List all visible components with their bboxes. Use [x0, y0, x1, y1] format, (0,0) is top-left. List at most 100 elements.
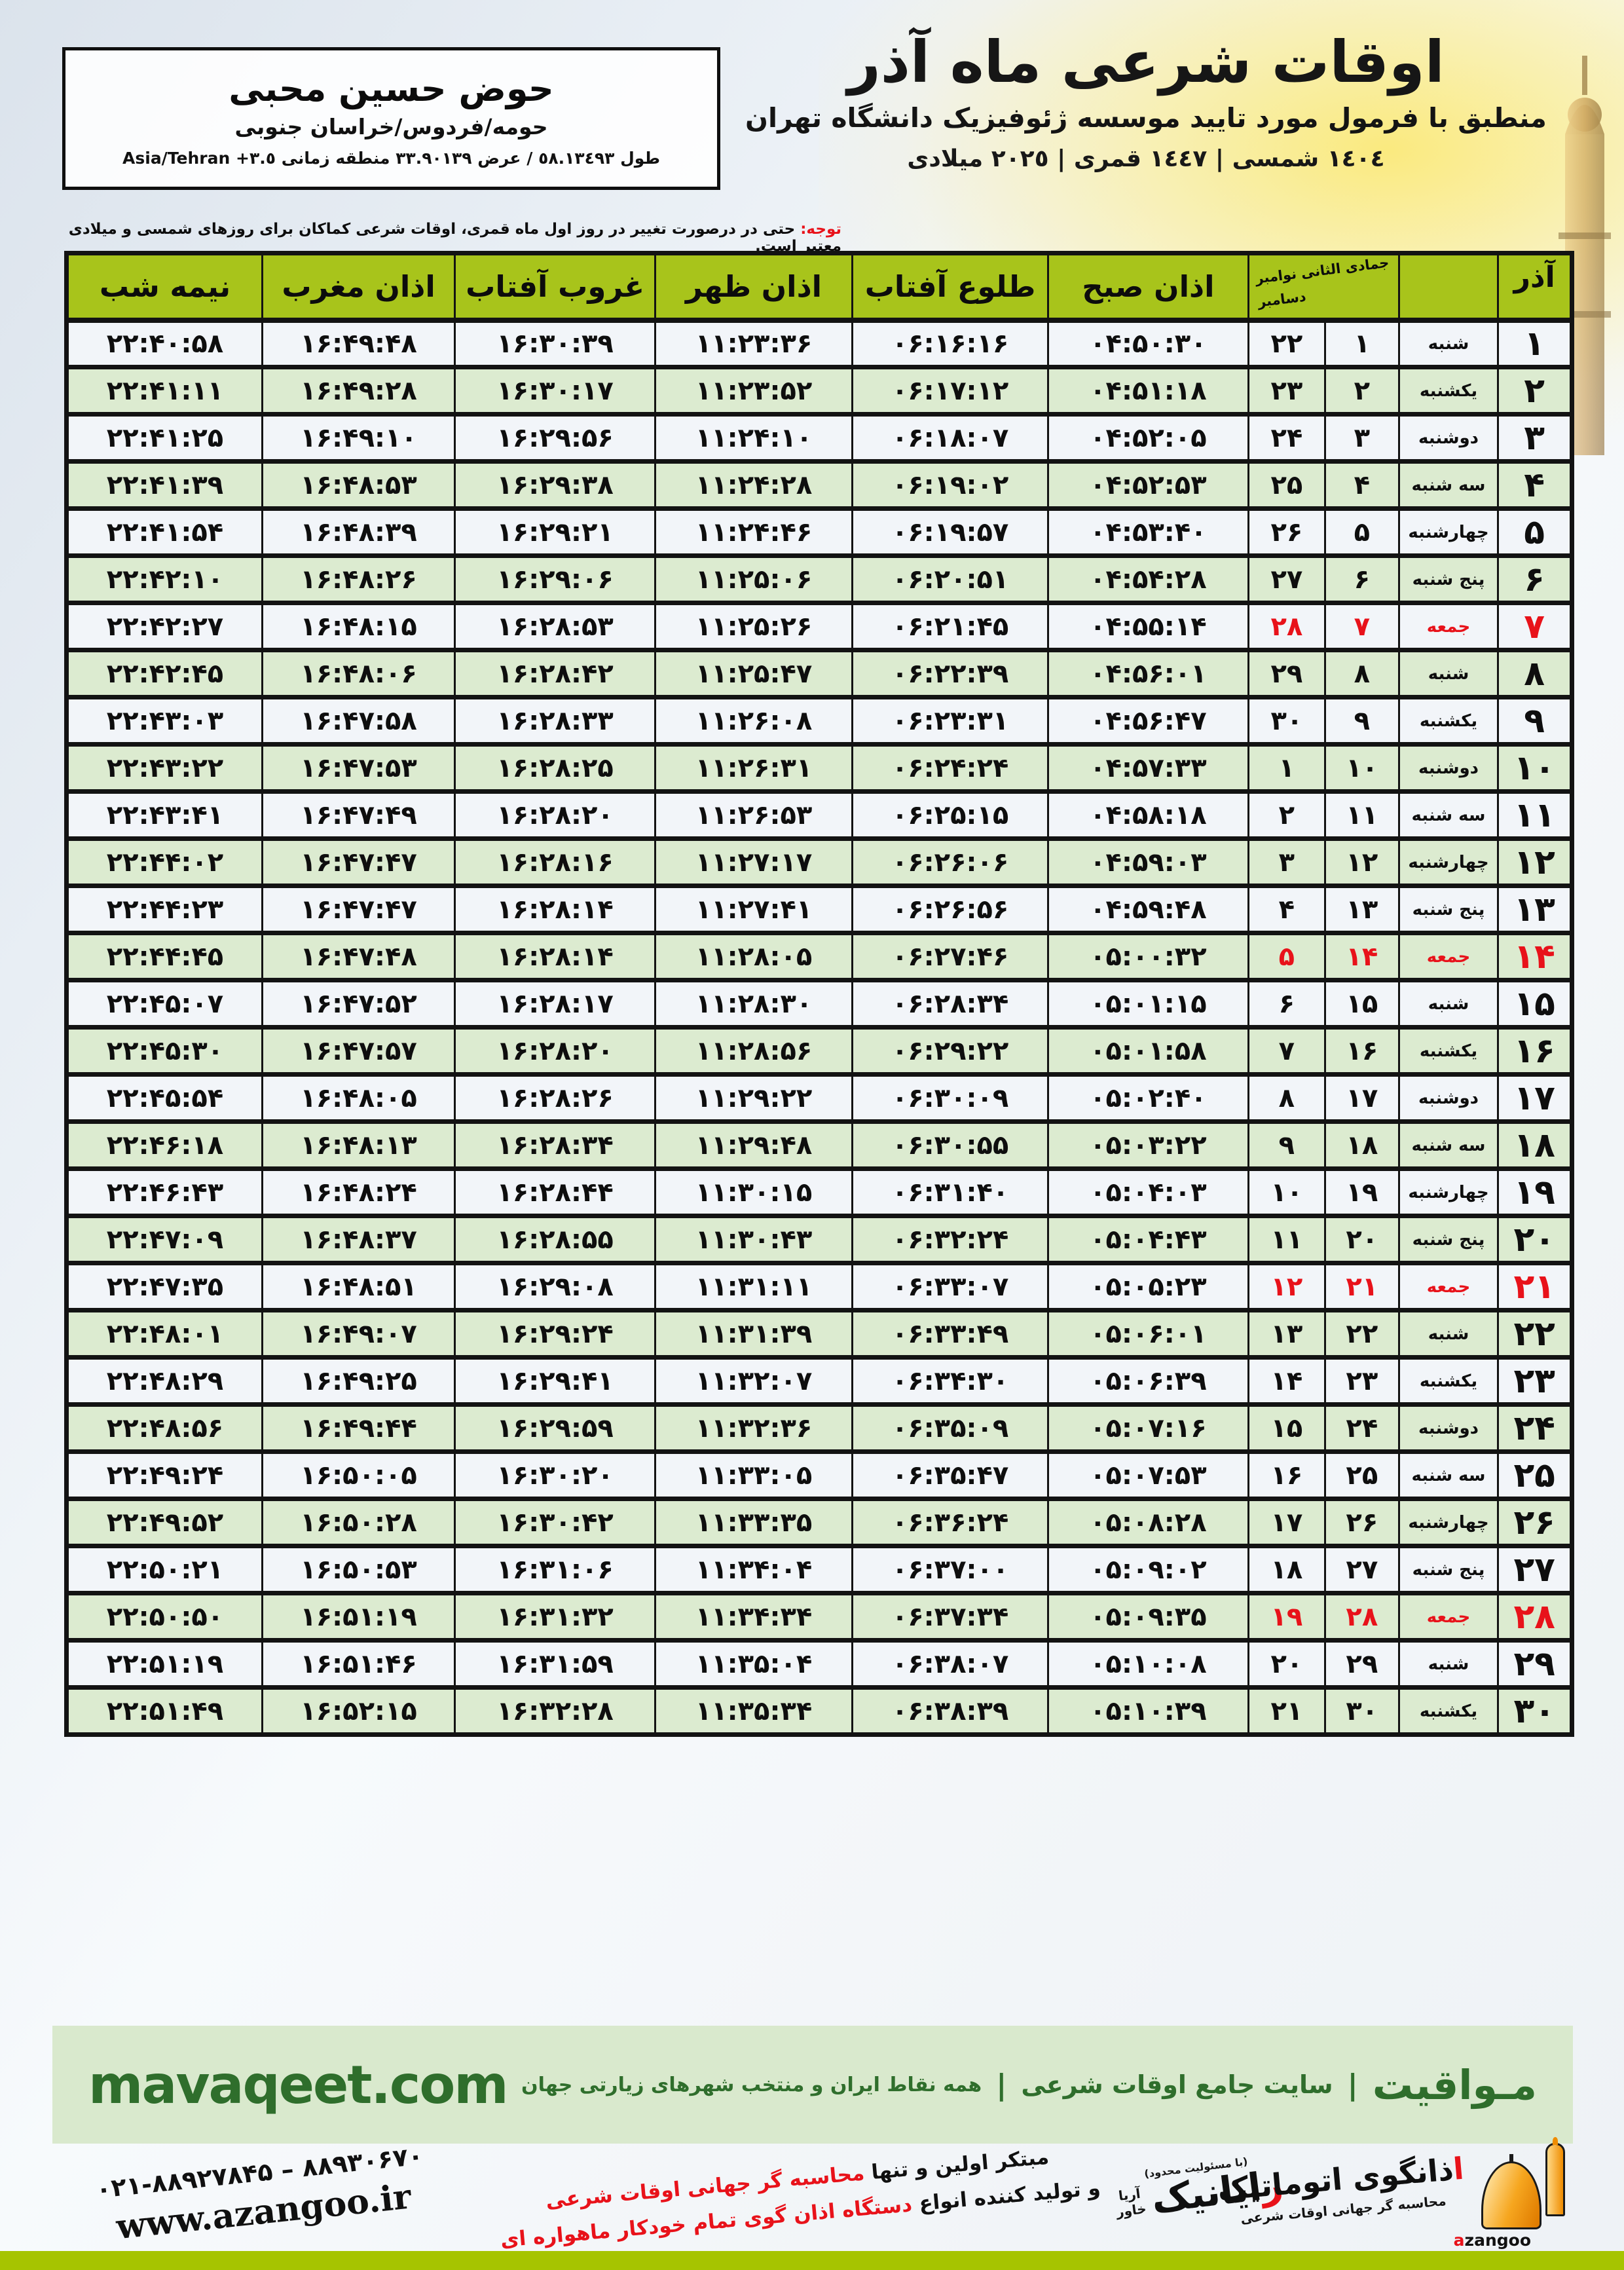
azar-day-cell: ۸	[1497, 649, 1573, 699]
lunar-day-cell: ۲۳	[1324, 1356, 1400, 1407]
prayer-times-table-wrap: آذر جمادی الثانی نوامبر دسامبر اذان صبح …	[64, 251, 1574, 1737]
sunrise-cell: ۰۶:۳۷:۳۴	[851, 1592, 1049, 1643]
azar-day-cell: ۱۳	[1497, 885, 1573, 935]
table-row: ۲۳ یکشنبه ۲۳ ۱۴ ۰۵:۰۶:۳۹ ۰۶:۳۴:۳۰ ۱۱:۳۲:۰۷ ۱۶:۲…	[65, 1356, 1573, 1407]
azan-sobh-cell: ۰۴:۵۵:۱۴	[1047, 602, 1249, 652]
gregorian-day-cell: ۲۶	[1247, 508, 1327, 558]
azan-zohr-cell: ۱۱:۲۹:۲۲	[654, 1073, 854, 1124]
azangoo-dome-icon: azangoo	[1454, 2137, 1565, 2250]
azar-day-cell: ۲۹	[1497, 1639, 1573, 1690]
sunset-cell: ۱۶:۲۸:۵۳	[454, 602, 656, 652]
azangoo-text-block: اذانگوی اتوماتیک محاسبه گر جهانی اوقات ش…	[1215, 2132, 1467, 2228]
gregorian-day-cell: ۱۴	[1247, 1356, 1327, 1407]
weekday-cell: شنبه	[1397, 1309, 1500, 1360]
sunset-cell: ۱۶:۳۰:۱۷	[454, 366, 656, 417]
sunset-cell: ۱۶:۲۸:۳۴	[454, 1121, 656, 1171]
midnight-cell: ۲۲:۵۰:۵۰	[65, 1592, 263, 1643]
midnight-cell: ۲۲:۴۵:۵۴	[65, 1073, 263, 1124]
gregorian-day-cell: ۱۲	[1247, 1262, 1327, 1312]
azan-sobh-cell: ۰۴:۵۸:۱۸	[1047, 791, 1249, 841]
midnight-cell: ۲۲:۴۲:۴۵	[65, 649, 263, 699]
azar-day-cell: ۲۷	[1497, 1545, 1573, 1595]
table-row: ۲۰ پنج شنبه ۲۰ ۱۱ ۰۵:۰۴:۴۳ ۰۶:۳۲:۲۴ ۱۱:۳۰:۴۳ ۱۶…	[65, 1215, 1573, 1265]
table-row: ۸ شنبه ۸ ۲۹ ۰۴:۵۶:۰۱ ۰۶:۲۲:۳۹ ۱۱:۲۵:۴۷ ۱۶:۲۸:۴۲…	[65, 649, 1573, 699]
midnight-cell: ۲۲:۵۰:۲۱	[65, 1545, 263, 1595]
weekday-cell: چهارشنبه	[1397, 508, 1500, 558]
azan-zohr-cell: ۱۱:۲۷:۴۱	[654, 885, 854, 935]
lunar-day-cell: ۱۰	[1324, 743, 1400, 794]
azan-sobh-cell: ۰۴:۵۶:۴۷	[1047, 696, 1249, 747]
lunar-day-cell: ۲۹	[1324, 1639, 1400, 1690]
azar-day-cell: ۱۱	[1497, 791, 1573, 841]
azar-day-cell: ۲۴	[1497, 1404, 1573, 1454]
gregorian-day-cell: ۱۷	[1247, 1498, 1327, 1548]
azar-day-cell: ۱۴	[1497, 932, 1573, 982]
sunset-cell: ۱۶:۲۸:۵۵	[454, 1215, 656, 1265]
lunar-day-cell: ۸	[1324, 649, 1400, 699]
mavaqeet-tagline: مـواقیت | سایت جامع اوقات شرعی | همه نقا…	[521, 2061, 1537, 2109]
azan-maghreb-cell: ۱۶:۴۸:۳۹	[261, 508, 456, 558]
azan-maghreb-cell: ۱۶:۴۷:۵۳	[261, 743, 456, 794]
sunrise-cell: ۰۶:۲۱:۴۵	[851, 602, 1049, 652]
gregorian-day-cell: ۲۲	[1247, 319, 1327, 369]
gregorian-day-cell: ۶	[1247, 979, 1327, 1030]
gregorian-day-cell: ۱۸	[1247, 1545, 1327, 1595]
azan-zohr-cell: ۱۱:۳۵:۰۴	[654, 1639, 854, 1690]
azan-maghreb-cell: ۱۶:۴۸:۰۵	[261, 1073, 456, 1124]
azan-zohr-cell: ۱۱:۲۵:۴۷	[654, 649, 854, 699]
table-row: ۹ یکشنبه ۹ ۳۰ ۰۴:۵۶:۴۷ ۰۶:۲۳:۳۱ ۱۱:۲۶:۰۸ ۱۶:۲۸:…	[65, 696, 1573, 747]
location-coordinates: طول ٥٨.١٣٤٩٣ / عرض ٣٣.٩٠١٣٩ منطقه زمانی …	[122, 148, 660, 168]
sunset-cell: ۱۶:۲۸:۲۰	[454, 791, 656, 841]
azan-zohr-cell: ۱۱:۳۰:۴۳	[654, 1215, 854, 1265]
table-row: ۱۵ شنبه ۱۵ ۶ ۰۵:۰۱:۱۵ ۰۶:۲۸:۳۴ ۱۱:۲۸:۳۰ ۱۶:۲۸:۱…	[65, 979, 1573, 1030]
azan-sobh-cell: ۰۵:۰۳:۲۲	[1047, 1121, 1249, 1171]
azar-day-cell: ۷	[1497, 602, 1573, 652]
gregorian-day-cell: ۱۳	[1247, 1309, 1327, 1360]
sunrise-cell: ۰۶:۳۸:۳۹	[851, 1686, 1049, 1737]
sunrise-cell: ۰۶:۳۶:۲۴	[851, 1498, 1049, 1548]
azan-zohr-cell: ۱۱:۳۱:۱۱	[654, 1262, 854, 1312]
lunar-day-cell: ۲۲	[1324, 1309, 1400, 1360]
lunar-day-cell: ۳	[1324, 413, 1400, 464]
weekday-cell: دوشنبه	[1397, 1073, 1500, 1124]
azan-sobh-cell: ۰۴:۵۱:۱۸	[1047, 366, 1249, 417]
weekday-cell: سه شنبه	[1397, 1451, 1500, 1501]
table-row: ۱۹ چهارشنبه ۱۹ ۱۰ ۰۵:۰۴:۰۳ ۰۶:۳۱:۴۰ ۱۱:۳۰:۱۵ ۱۶…	[65, 1168, 1573, 1218]
gregorian-day-cell: ۲	[1247, 791, 1327, 841]
gregorian-day-cell: ۲۱	[1247, 1686, 1327, 1737]
azan-maghreb-cell: ۱۶:۴۷:۵۷	[261, 1026, 456, 1077]
mavaqeet-tagline-1: سایت جامع اوقات شرعی	[1021, 2070, 1333, 2099]
weekday-cell: پنج شنبه	[1397, 885, 1500, 935]
prayer-times-rows: ۱ شنبه ۱ ۲۲ ۰۴:۵۰:۳۰ ۰۶:۱۶:۱۶ ۱۱:۲۳:۳۶ ۱۶:۳۰:۳۹…	[65, 319, 1573, 1737]
sunset-cell: ۱۶:۳۰:۳۹	[454, 319, 656, 369]
sunrise-cell: ۰۶:۲۰:۵۱	[851, 555, 1049, 605]
azar-day-cell: ۳	[1497, 413, 1573, 464]
azan-zohr-cell: ۱۱:۲۸:۰۵	[654, 932, 854, 982]
sunrise-cell: ۰۶:۳۳:۴۹	[851, 1309, 1049, 1360]
midnight-cell: ۲۲:۴۹:۲۴	[65, 1451, 263, 1501]
azar-day-cell: ۱۲	[1497, 838, 1573, 888]
azan-zohr-cell: ۱۱:۲۸:۳۰	[654, 979, 854, 1030]
gregorian-day-cell: ۱	[1247, 743, 1327, 794]
lunar-day-cell: ۲۱	[1324, 1262, 1400, 1312]
column-header-azan-sobh: اذان صبح	[1047, 252, 1249, 323]
sunrise-cell: ۰۶:۳۵:۴۷	[851, 1451, 1049, 1501]
weekday-cell: دوشنبه	[1397, 1404, 1500, 1454]
weekday-cell: پنج شنبه	[1397, 555, 1500, 605]
gregorian-day-cell: ۲۸	[1247, 602, 1327, 652]
azan-zohr-cell: ۱۱:۳۵:۳۴	[654, 1686, 854, 1737]
weekday-cell: پنج شنبه	[1397, 1215, 1500, 1265]
azan-zohr-cell: ۱۱:۲۴:۲۸	[654, 460, 854, 511]
notice-text: حتی در درصورت تغییر در روز اول ماه قمری،…	[68, 221, 841, 255]
table-row: ۱۷ دوشنبه ۱۷ ۸ ۰۵:۰۲:۴۰ ۰۶:۳۰:۰۹ ۱۱:۲۹:۲۲ ۱۶:۲۸…	[65, 1073, 1573, 1124]
azan-zohr-cell: ۱۱:۳۴:۰۴	[654, 1545, 854, 1595]
midnight-cell: ۲۲:۴۱:۲۵	[65, 413, 263, 464]
azar-day-cell: ۱۸	[1497, 1121, 1573, 1171]
lunar-day-cell: ۲۶	[1324, 1498, 1400, 1548]
column-header-azar-month: آذر	[1497, 252, 1573, 323]
azan-maghreb-cell: ۱۶:۴۹:۲۵	[261, 1356, 456, 1407]
sunrise-cell: ۰۶:۲۷:۴۶	[851, 932, 1049, 982]
azan-maghreb-cell: ۱۶:۴۸:۲۴	[261, 1168, 456, 1218]
gregorian-day-cell: ۱۶	[1247, 1451, 1327, 1501]
